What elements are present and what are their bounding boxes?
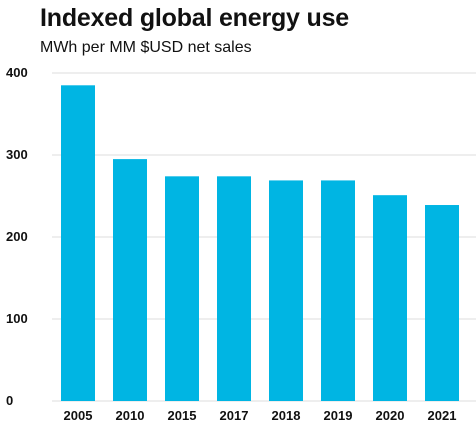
- bar-2019: [321, 180, 355, 401]
- y-tick-label: 200: [6, 229, 28, 244]
- bar-2005: [61, 85, 95, 402]
- chart-subtitle: MWh per MM $USD net sales: [40, 39, 252, 56]
- x-tick-label: 2020: [376, 408, 405, 423]
- bars: [61, 85, 459, 402]
- y-tick-label: 0: [6, 393, 13, 408]
- x-tick-label: 2018: [272, 408, 301, 423]
- y-tick-label: 300: [6, 147, 28, 162]
- x-tick-label: 2005: [64, 408, 93, 423]
- x-tick-label: 2010: [116, 408, 145, 423]
- bar-2021: [425, 205, 459, 401]
- y-axis-ticks: 0 100 200 300 400: [6, 65, 28, 408]
- bar-2018: [269, 180, 303, 401]
- x-tick-label: 2019: [324, 408, 353, 423]
- bar-2020: [373, 195, 407, 401]
- bar-2010: [113, 159, 147, 401]
- y-tick-label: 100: [6, 311, 28, 326]
- x-axis-ticks: 2005 2010 2015 2017 2018 2019 2020 2021: [64, 408, 457, 423]
- x-tick-label: 2015: [168, 408, 197, 423]
- x-tick-label: 2017: [220, 408, 249, 423]
- x-tick-label: 2021: [428, 408, 457, 423]
- bar-2017: [217, 176, 251, 401]
- bar-2015: [165, 176, 199, 401]
- y-tick-label: 400: [6, 65, 28, 80]
- chart-title: Indexed global energy use: [40, 4, 349, 32]
